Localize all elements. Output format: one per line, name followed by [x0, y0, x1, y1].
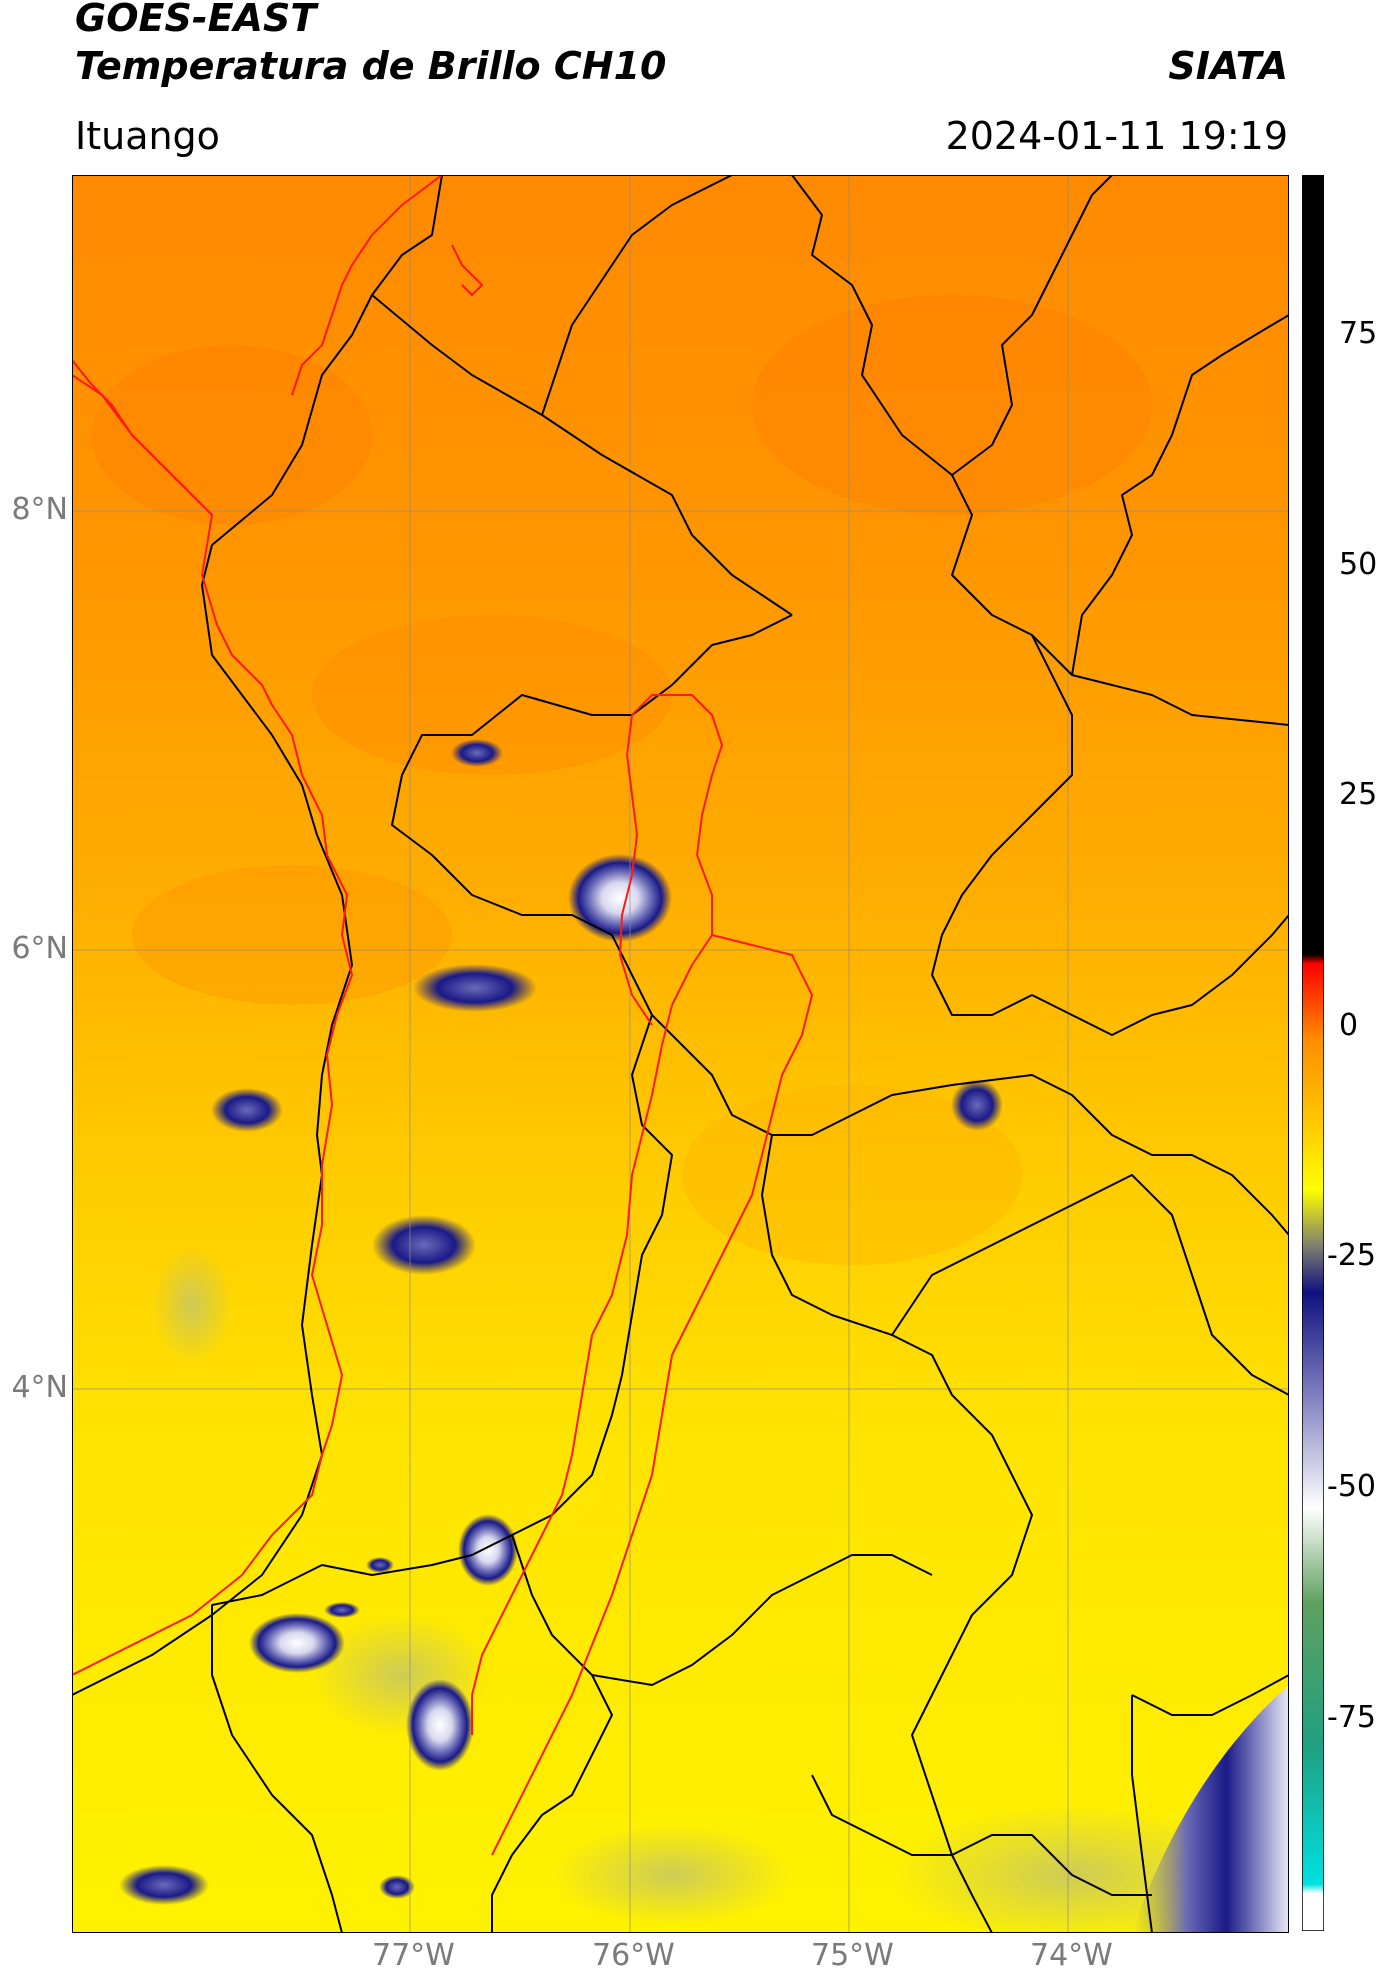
map-frame	[72, 175, 1289, 1933]
graticule	[72, 175, 1289, 1933]
timestamp-label: 2024-01-11 19:19	[945, 114, 1288, 158]
colorbar-tick: -50	[1327, 1469, 1376, 1504]
colorbar-tick: -25	[1327, 1238, 1376, 1273]
cloud-cell	[249, 1613, 345, 1673]
cloud-cell	[119, 1865, 209, 1905]
lat-label-8n: 8°N	[11, 492, 68, 527]
cloud-ituango	[568, 854, 672, 942]
lon-label-76w: 76°W	[592, 1938, 675, 1973]
colorbar-tick: 25	[1339, 777, 1378, 812]
brand-label: SIATA	[1168, 44, 1288, 88]
cold-cloud-cells	[119, 739, 1289, 1933]
warm-patches	[92, 295, 1152, 1265]
cloud-cell	[324, 1602, 360, 1618]
location-label: Ituango	[75, 114, 220, 158]
cloud-cell	[379, 1875, 415, 1899]
cloud-cell	[372, 1215, 476, 1275]
haze-zones	[152, 1245, 1252, 1933]
cloud-southeast	[1132, 1685, 1289, 1933]
lat-label-6n: 6°N	[11, 931, 68, 966]
colorbar	[1302, 175, 1324, 1931]
colorbar-tick: 75	[1339, 316, 1378, 351]
cloud-cell	[458, 1514, 518, 1586]
colorbar-tick: 50	[1339, 547, 1378, 582]
product-title: GOES-EAST	[75, 0, 317, 40]
cloud-cell	[413, 964, 537, 1012]
lon-label-75w: 75°W	[811, 1938, 894, 1973]
region-lines	[72, 175, 813, 1856]
cloud-cell	[451, 739, 503, 767]
cloud-cell	[366, 1557, 394, 1573]
lon-label-74w: 74°W	[1030, 1938, 1113, 1973]
product-subtitle: Temperatura de Brillo CH10	[75, 44, 667, 88]
lon-label-77w: 77°W	[372, 1938, 455, 1973]
colorbar-tick: -75	[1327, 1700, 1376, 1735]
brightness-temperature-map	[72, 175, 1289, 1933]
cloud-cell	[406, 1679, 474, 1771]
colorbar-tick: 0	[1339, 1008, 1359, 1043]
colorbar-fill	[1302, 175, 1324, 1931]
department-borders	[72, 175, 1289, 1933]
cloud-cell	[211, 1088, 283, 1132]
lat-label-4n: 4°N	[11, 1370, 68, 1405]
cloud-cell	[951, 1079, 1003, 1131]
